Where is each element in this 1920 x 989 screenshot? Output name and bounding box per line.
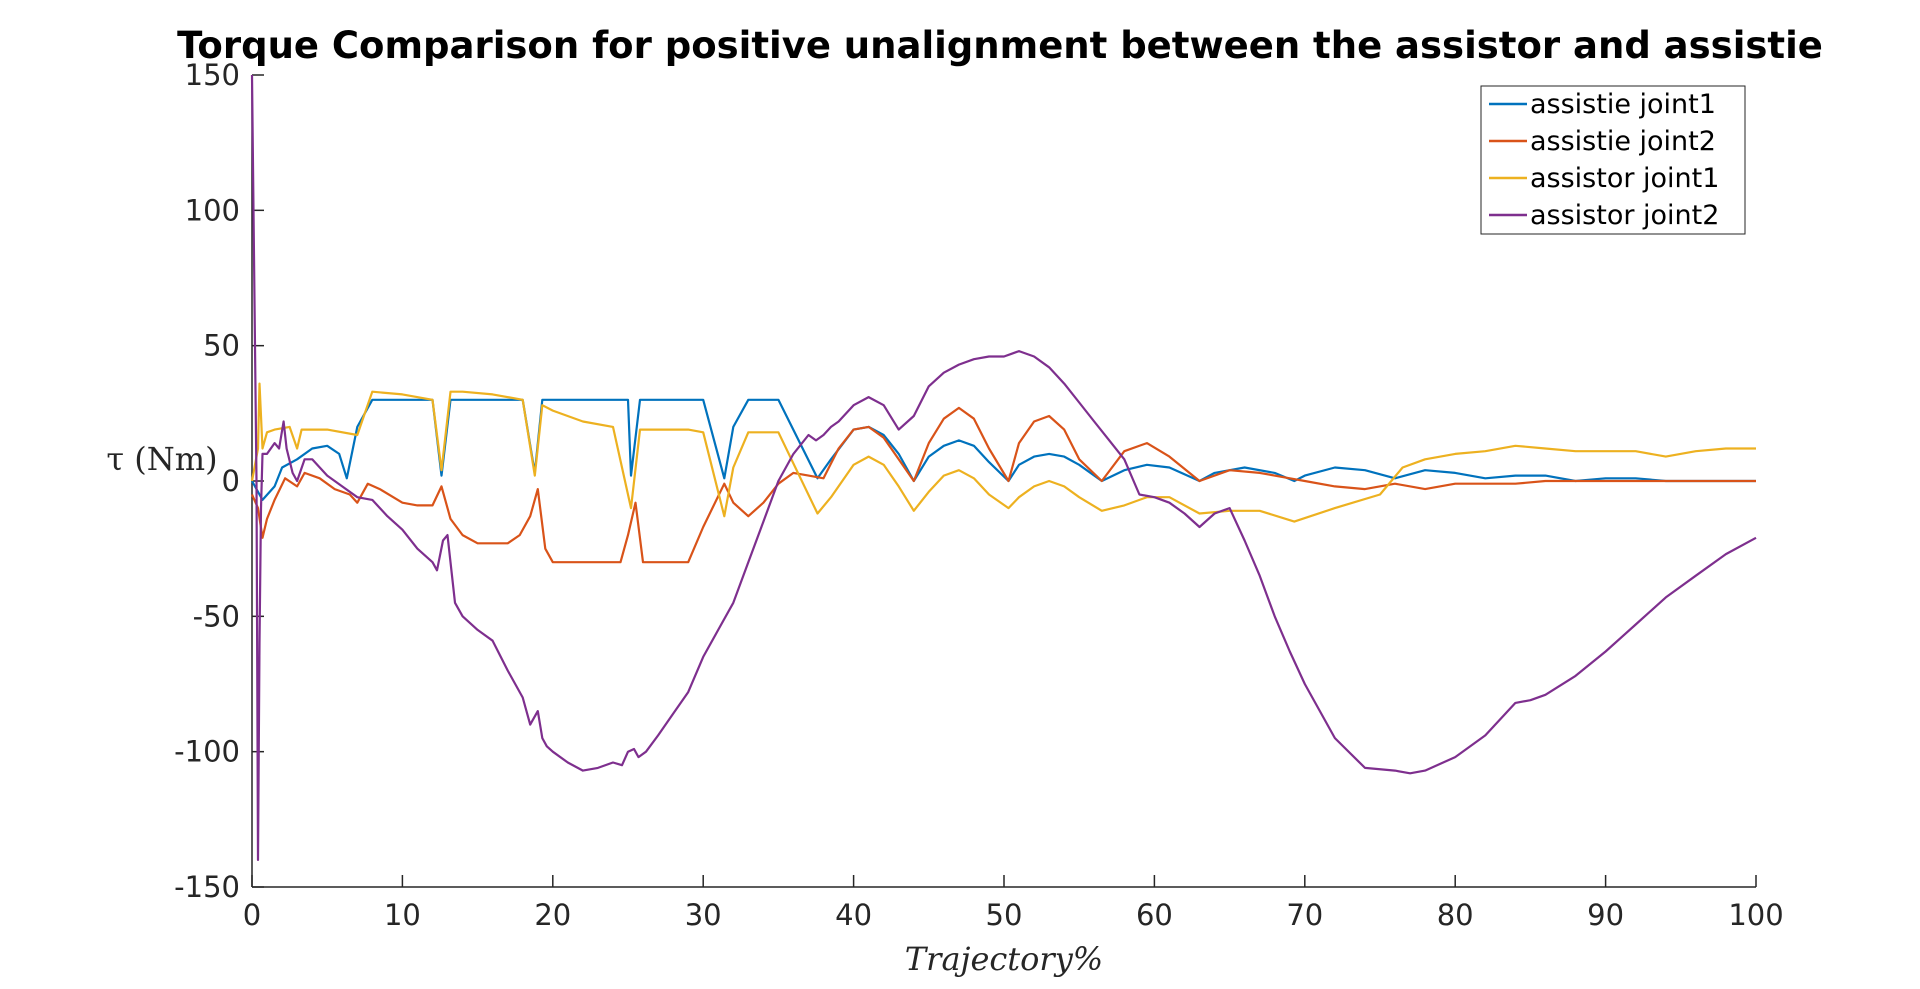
x-tick-label: 70 — [1286, 898, 1323, 932]
series-line-assistor-joint2 — [250, 74, 1757, 861]
series-line-assistie-joint2 — [250, 406, 1756, 564]
y-axis-label: τ (Nm) — [106, 440, 217, 478]
x-tick-label: 60 — [1136, 898, 1173, 932]
y-tick-label: 0 — [222, 464, 240, 498]
x-tick-label: 80 — [1437, 898, 1474, 932]
y-tick-label: -150 — [174, 870, 240, 904]
legend-label-assistor-joint2: assistor joint2 — [1530, 200, 1719, 231]
series-layer — [250, 74, 1757, 861]
legend-label-assistie-joint2: assistie joint2 — [1530, 126, 1716, 157]
y-axis-ticks: 150 100 50 0 -50 -100 -150 — [174, 58, 264, 904]
x-axis-ticks: 0 10 20 30 40 50 60 70 80 90 100 — [243, 875, 1784, 932]
y-tick-label: 100 — [185, 193, 240, 227]
x-tick-label: 90 — [1587, 898, 1624, 932]
x-axis-label: Trajectory% — [905, 940, 1103, 978]
legend: assistie joint1 assistie joint2 assistor… — [1480, 85, 1746, 235]
chart-title: Torque Comparison for positive unalignme… — [177, 24, 1823, 67]
y-tick-label: -50 — [193, 599, 240, 633]
series-line-assistor-joint1 — [250, 382, 1756, 523]
y-tick-label: -100 — [174, 735, 240, 769]
x-tick-label: 100 — [1728, 898, 1783, 932]
x-tick-label: 40 — [835, 898, 872, 932]
legend-box — [1480, 85, 1746, 235]
x-tick-label: 0 — [243, 898, 261, 932]
legend-label-assistor-joint1: assistor joint1 — [1530, 163, 1719, 194]
legend-label-assistie-joint1: assistie joint1 — [1530, 89, 1716, 120]
x-tick-label: 20 — [534, 898, 571, 932]
y-tick-label: 50 — [203, 329, 240, 363]
y-tick-label: 150 — [185, 58, 240, 92]
x-tick-label: 50 — [986, 898, 1023, 932]
x-tick-label: 10 — [384, 898, 421, 932]
x-tick-label: 30 — [685, 898, 722, 932]
